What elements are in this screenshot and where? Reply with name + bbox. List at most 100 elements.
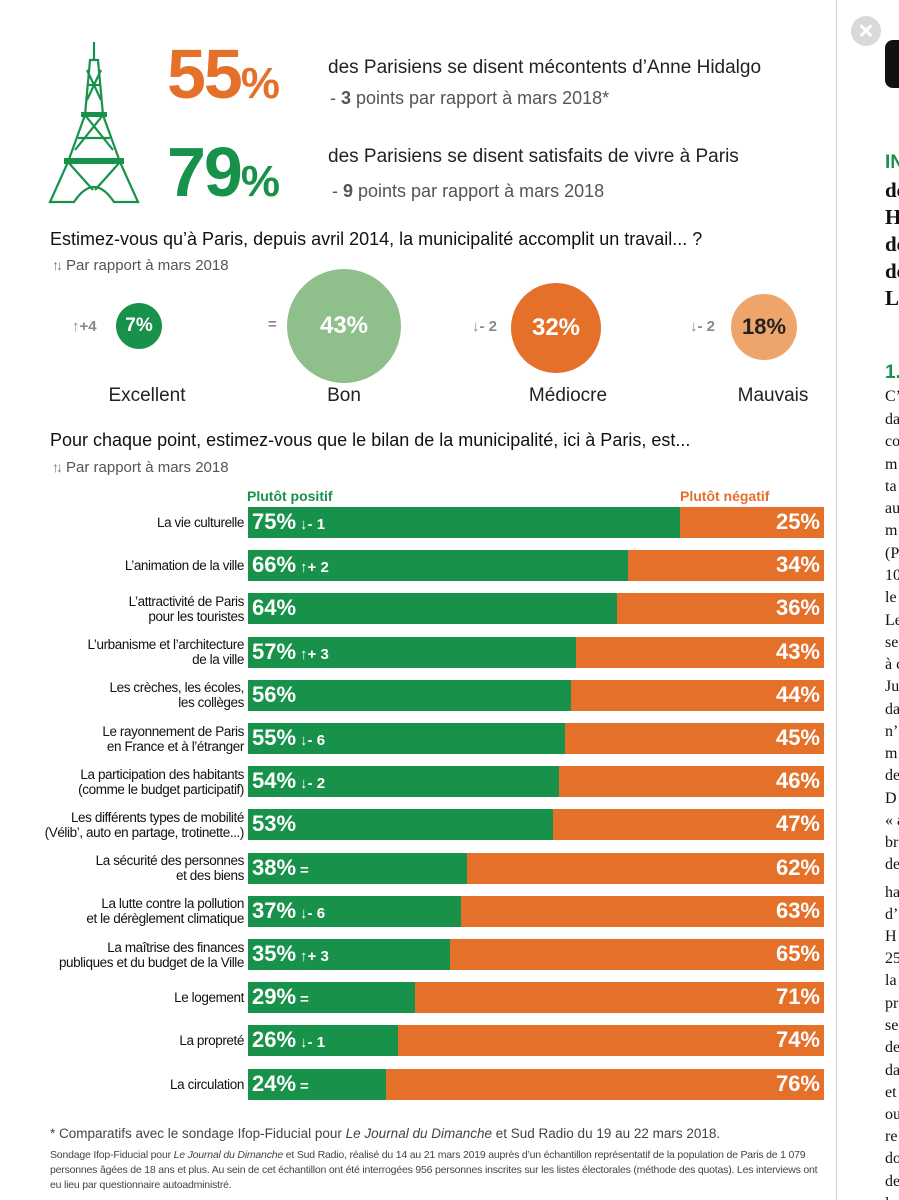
bar-delta: = <box>300 991 309 1009</box>
q1-circle-excellent: 7% <box>116 303 162 349</box>
bar-negative <box>415 982 824 1014</box>
adjacent-article-text: la <box>885 972 897 989</box>
adjacent-article-text: m <box>885 522 898 539</box>
adjacent-article-text: D <box>885 790 897 807</box>
bar-positive <box>248 895 462 927</box>
adjacent-article-text: 25 <box>885 950 899 967</box>
bar-positive-value: 64% <box>252 595 297 621</box>
q1-question: Estimez-vous qu’à Paris, depuis avril 20… <box>50 229 703 249</box>
bar-negative <box>553 809 824 841</box>
adjacent-article-text: de <box>885 259 899 283</box>
bar-positive-value: 53% <box>252 811 297 837</box>
bar-row: 35% ↑+ 3 65% <box>248 939 824 970</box>
bar-positive <box>248 1068 387 1100</box>
adjacent-article-text: et <box>885 1084 897 1101</box>
bar-negative <box>680 507 824 538</box>
bar-positive-value: 56% <box>252 681 297 707</box>
bar-positive-value: 35% ↑+ 3 <box>252 941 329 966</box>
adjacent-article-text: de <box>885 1173 899 1190</box>
bar-category-label: La sécurité des personnes et des biens <box>95 853 245 884</box>
bar-negative-value: 25% <box>775 509 820 534</box>
headline-stat-2-sub: - 9 points par rapport à mars 2018 <box>332 181 605 201</box>
bar-negative <box>570 679 824 711</box>
bar-negative <box>564 723 824 754</box>
bar-negative-value: 44% <box>775 681 820 707</box>
bar-negative-value: 62% <box>775 854 820 880</box>
bar-negative <box>616 593 824 625</box>
adjacent-article-text: re <box>885 1128 898 1145</box>
bar-positive-value: 24% = <box>252 1070 309 1096</box>
adjacent-article-text: ta <box>885 478 897 495</box>
bar-row: 54% ↓- 2 46% <box>248 766 824 798</box>
q1-circle-mauvais: 18% <box>731 294 797 360</box>
bar-row: 26% ↓- 1 74% <box>248 1025 824 1057</box>
bar-positive <box>248 679 571 711</box>
bar-negative-value: 65% <box>775 941 820 966</box>
adjacent-article-text: ou <box>885 1106 899 1123</box>
adjacent-article-text: à c <box>885 656 899 673</box>
adjacent-article-text: br <box>885 834 899 851</box>
bar-negative <box>397 1025 824 1057</box>
footnote-methodology: Sondage Ifop-Fiducial pour Le Journal du… <box>50 1149 818 1191</box>
bar-delta: ↓- 1 <box>300 516 326 533</box>
adjacent-article-text: de <box>885 1039 899 1056</box>
bar-negative <box>466 852 824 884</box>
q1-circle-mediocre: 32% <box>511 283 601 373</box>
q1-delta-bon: = <box>268 316 277 333</box>
headline-stat-1-text: des Parisiens se disent mécontents d’Ann… <box>328 57 762 78</box>
bar-positive-value: 37% ↓- 6 <box>252 897 326 923</box>
adjacent-article-text: pr <box>885 995 899 1012</box>
headline-stat-1-sub: - 3 points par rapport à mars 2018* <box>330 88 610 108</box>
q1-label-mauvais: Mauvais <box>737 385 809 406</box>
bar-category-label: La circulation <box>170 1076 244 1092</box>
bar-category-label: Le logement <box>174 990 244 1006</box>
bar-positive-value: 75% ↓- 1 <box>252 509 326 534</box>
bar-delta: ↑+ 3 <box>300 948 329 965</box>
eiffel-tower-icon <box>48 42 140 204</box>
adjacent-article-text: do <box>885 1150 899 1167</box>
bar-row: 24% = 76% <box>248 1068 824 1100</box>
bar-positive <box>248 507 680 538</box>
bar-category-label: Les différents types de mobilité (Vélib’,… <box>44 809 245 840</box>
adjacent-article-text: se <box>885 634 899 651</box>
q1-label-bon: Bon <box>327 385 361 406</box>
bar-positive-value: 26% ↓- 1 <box>252 1027 326 1053</box>
bar-positive-value: 38% = <box>252 854 309 880</box>
bar-negative <box>386 1068 824 1100</box>
headline-stat-1-value: 55% <box>167 35 280 113</box>
bar-positive <box>248 982 416 1014</box>
q1-note: ↑↓ Par rapport à mars 2018 <box>52 257 229 274</box>
adjacent-article-text: de <box>885 767 899 784</box>
bar-category-label: La propreté <box>179 1033 244 1049</box>
adjacent-article-text: de <box>885 856 899 873</box>
bar-negative-value: 47% <box>775 811 820 837</box>
close-icon[interactable]: ✕ <box>851 16 881 46</box>
q1-delta-excellent: ↑+4 <box>72 318 97 335</box>
bar-positive <box>248 766 560 798</box>
adjacent-article-text: n’ <box>885 723 899 740</box>
adjacent-article-text: m <box>885 456 898 473</box>
bar-delta: ↓- 1 <box>300 1034 326 1052</box>
bar-positive <box>248 636 577 668</box>
adjacent-article-text: 10 <box>885 567 899 584</box>
headline-stat-2-value: 79% <box>167 133 280 211</box>
bar-category-label: L’urbanisme et l’architecture de la ville <box>87 637 245 668</box>
bar-positive <box>248 939 450 970</box>
bar-negative-value: 34% <box>775 552 820 578</box>
up-down-arrows-icon: ↑↓ <box>52 257 63 273</box>
q1-circle-bon: 43% <box>287 269 401 383</box>
adjacent-article-text: C’ <box>885 388 899 405</box>
bar-negative-value: 74% <box>775 1027 820 1053</box>
bar-category-label: L’attractivité de Paris pour les touriste… <box>128 593 245 624</box>
adjacent-article-text: « a <box>885 812 899 829</box>
bar-positive <box>248 809 554 841</box>
bar-row: 29% = 71% <box>248 982 824 1014</box>
adjacent-article-text: da <box>885 411 899 428</box>
bar-negative-value: 76% <box>775 1070 820 1096</box>
q1-label-mediocre: Médiocre <box>528 385 608 406</box>
bar-negative <box>461 895 824 927</box>
bar-row: 38% = 62% <box>248 852 824 884</box>
bar-positive <box>248 550 629 582</box>
adjacent-article-text: d’ <box>885 906 899 923</box>
bar-row: 55% ↓- 6 45% <box>248 723 824 754</box>
